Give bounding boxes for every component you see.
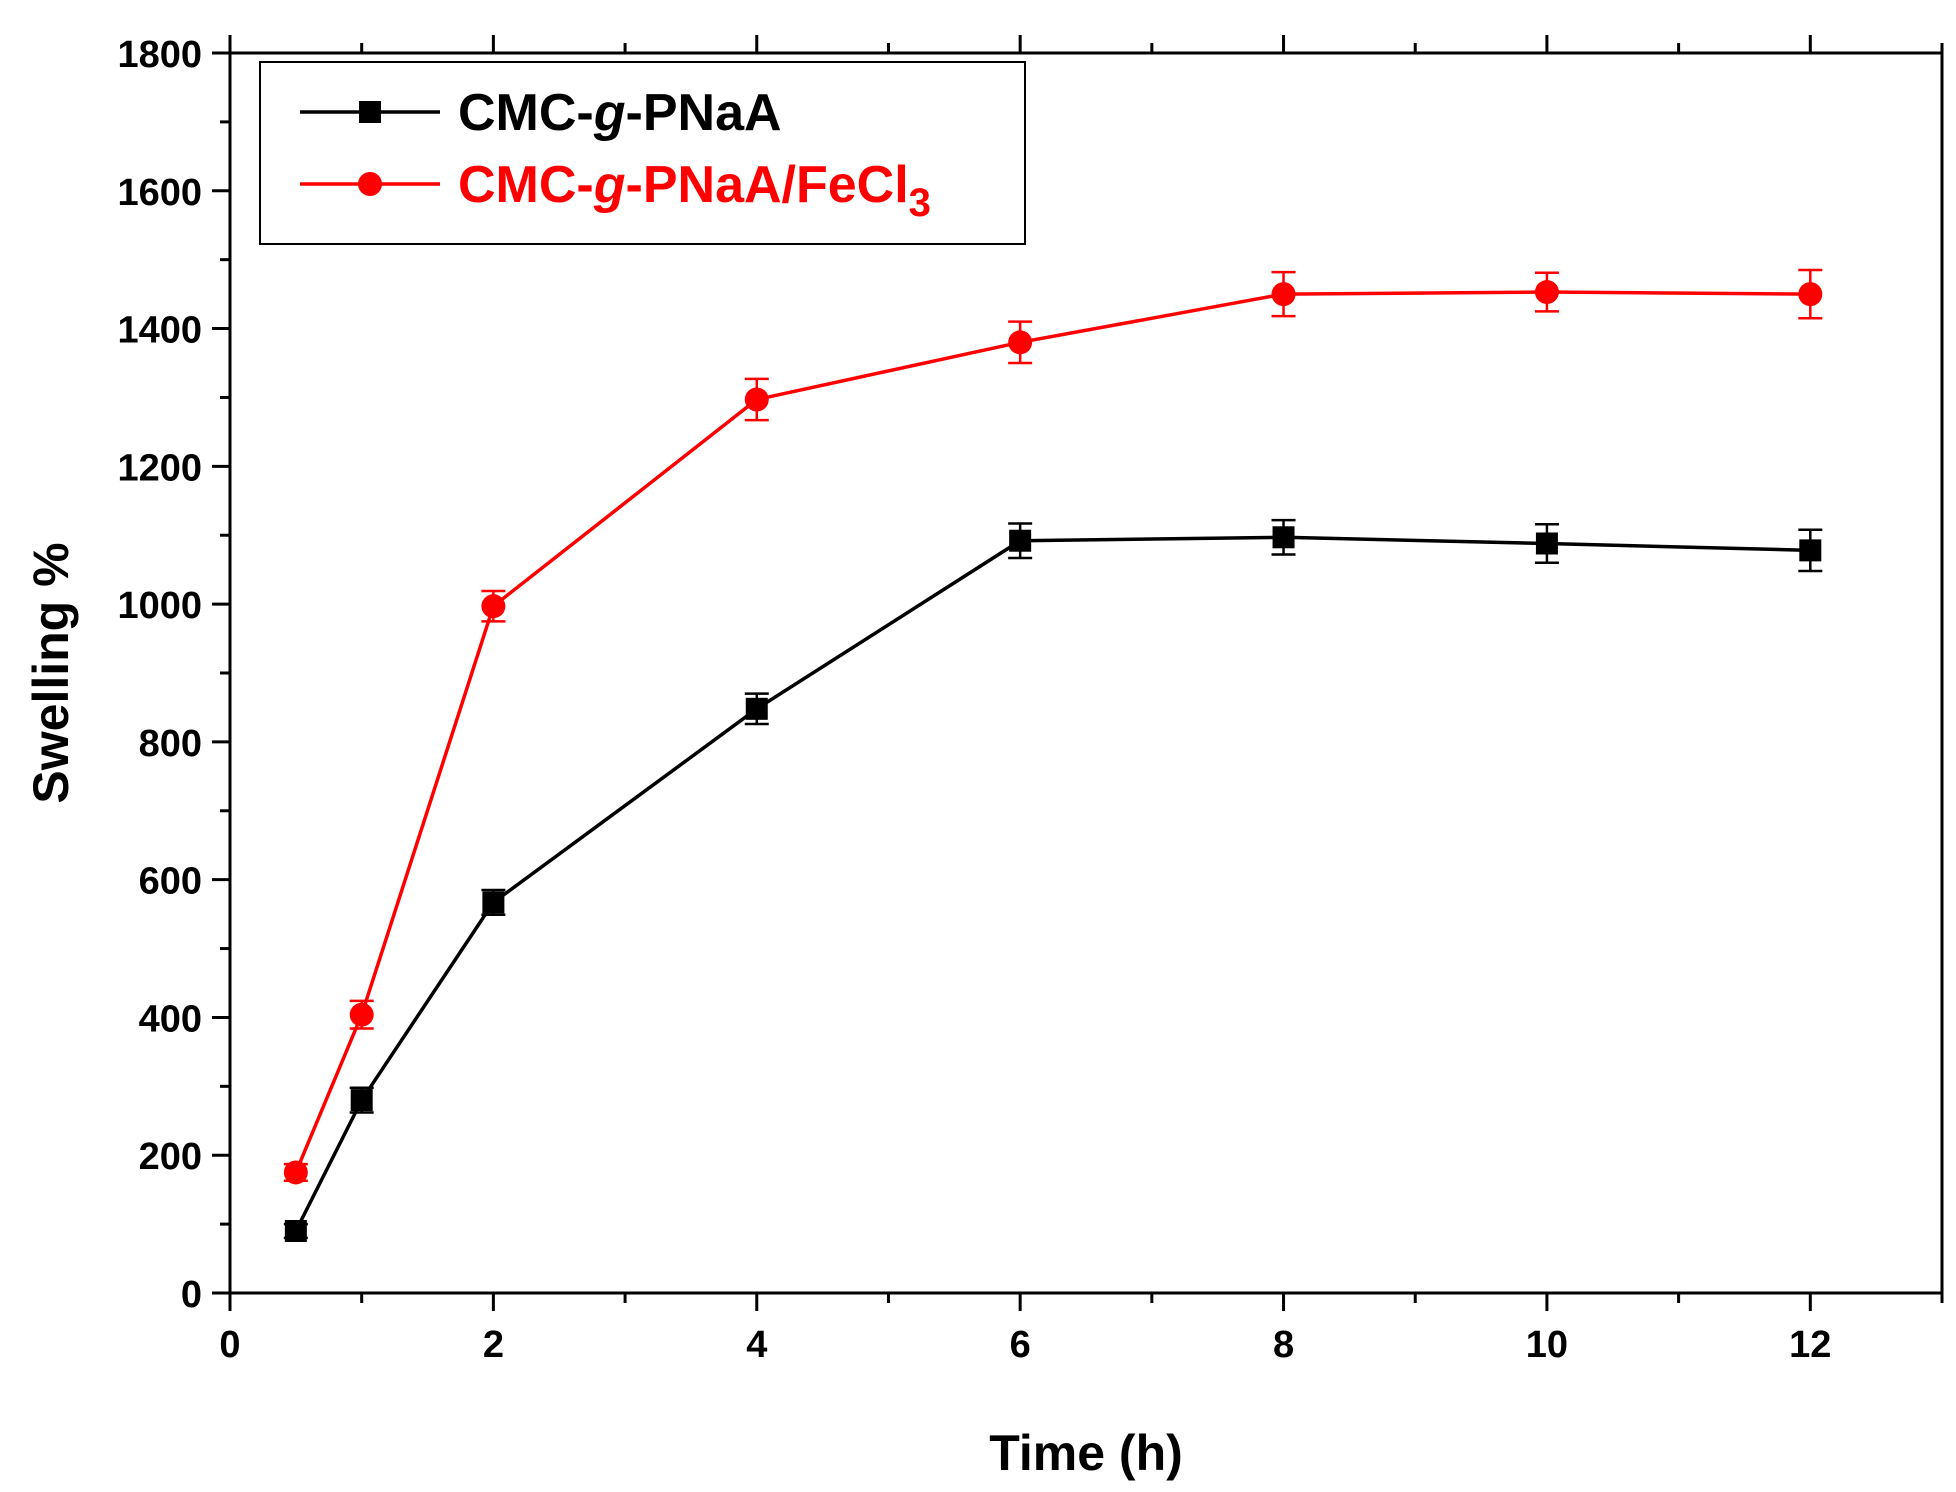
data-point bbox=[745, 697, 768, 720]
data-point bbox=[1798, 282, 1823, 307]
y-tick-label: 1400 bbox=[117, 310, 202, 352]
data-point bbox=[1272, 526, 1295, 549]
x-tick-label: 6 bbox=[1010, 1324, 1031, 1366]
x-tick-label: 10 bbox=[1526, 1324, 1568, 1366]
series-layer bbox=[283, 268, 1823, 1242]
y-axis-title: Swelling % bbox=[23, 542, 79, 803]
data-point bbox=[744, 387, 769, 412]
x-tick-label: 8 bbox=[1273, 1324, 1294, 1366]
x-tick-label: 4 bbox=[746, 1324, 767, 1366]
y-tick-label: 200 bbox=[139, 1136, 202, 1178]
legend-marker bbox=[358, 172, 382, 196]
data-point bbox=[350, 1089, 373, 1112]
legend-marker bbox=[359, 101, 381, 123]
y-tick-label: 1000 bbox=[117, 585, 202, 627]
data-point bbox=[1271, 282, 1296, 307]
series-line bbox=[294, 290, 1811, 1174]
series-2 bbox=[283, 268, 1823, 1185]
data-point bbox=[283, 1160, 308, 1185]
x-tick-label: 2 bbox=[483, 1324, 504, 1366]
legend: CMC-g-PNaA CMC-g-PNaA/FeCl3 bbox=[259, 61, 1026, 245]
data-point bbox=[1534, 280, 1559, 305]
legend-box bbox=[259, 61, 1026, 245]
data-point bbox=[1535, 532, 1558, 555]
y-tick-label: 800 bbox=[139, 723, 202, 765]
legend-entry: CMC-g-PNaA/FeCl3 bbox=[300, 156, 931, 225]
data-point bbox=[1799, 539, 1822, 562]
tick-labels: 0 2 4 6 8 10 12 0 200 400 600 800 1000 1200 1400 1600 18… bbox=[117, 34, 1831, 1366]
axis-ticks bbox=[212, 35, 1944, 1311]
y-tick-label: 1600 bbox=[117, 172, 202, 214]
series-1 bbox=[283, 518, 1823, 1242]
y-tick-label: 0 bbox=[181, 1274, 202, 1316]
data-point bbox=[481, 594, 506, 619]
data-point bbox=[1009, 529, 1032, 552]
data-point bbox=[349, 1002, 374, 1027]
series-line bbox=[294, 535, 1811, 1232]
x-axis-title: Time (h) bbox=[989, 1425, 1183, 1481]
y-tick-label: 1200 bbox=[117, 447, 202, 489]
y-tick-label: 600 bbox=[139, 861, 202, 903]
x-tick-label: 0 bbox=[219, 1324, 240, 1366]
x-tick-label: 12 bbox=[1789, 1324, 1831, 1366]
data-point bbox=[1008, 330, 1033, 355]
legend-entry: CMC-g-PNaA bbox=[300, 84, 782, 142]
y-tick-label: 400 bbox=[139, 998, 202, 1040]
legend-label: CMC-g-PNaA/FeCl3 bbox=[458, 156, 931, 225]
legend-label: CMC-g-PNaA bbox=[458, 84, 782, 142]
data-point bbox=[482, 891, 505, 914]
y-tick-label: 1800 bbox=[117, 34, 202, 76]
data-point bbox=[284, 1220, 307, 1242]
